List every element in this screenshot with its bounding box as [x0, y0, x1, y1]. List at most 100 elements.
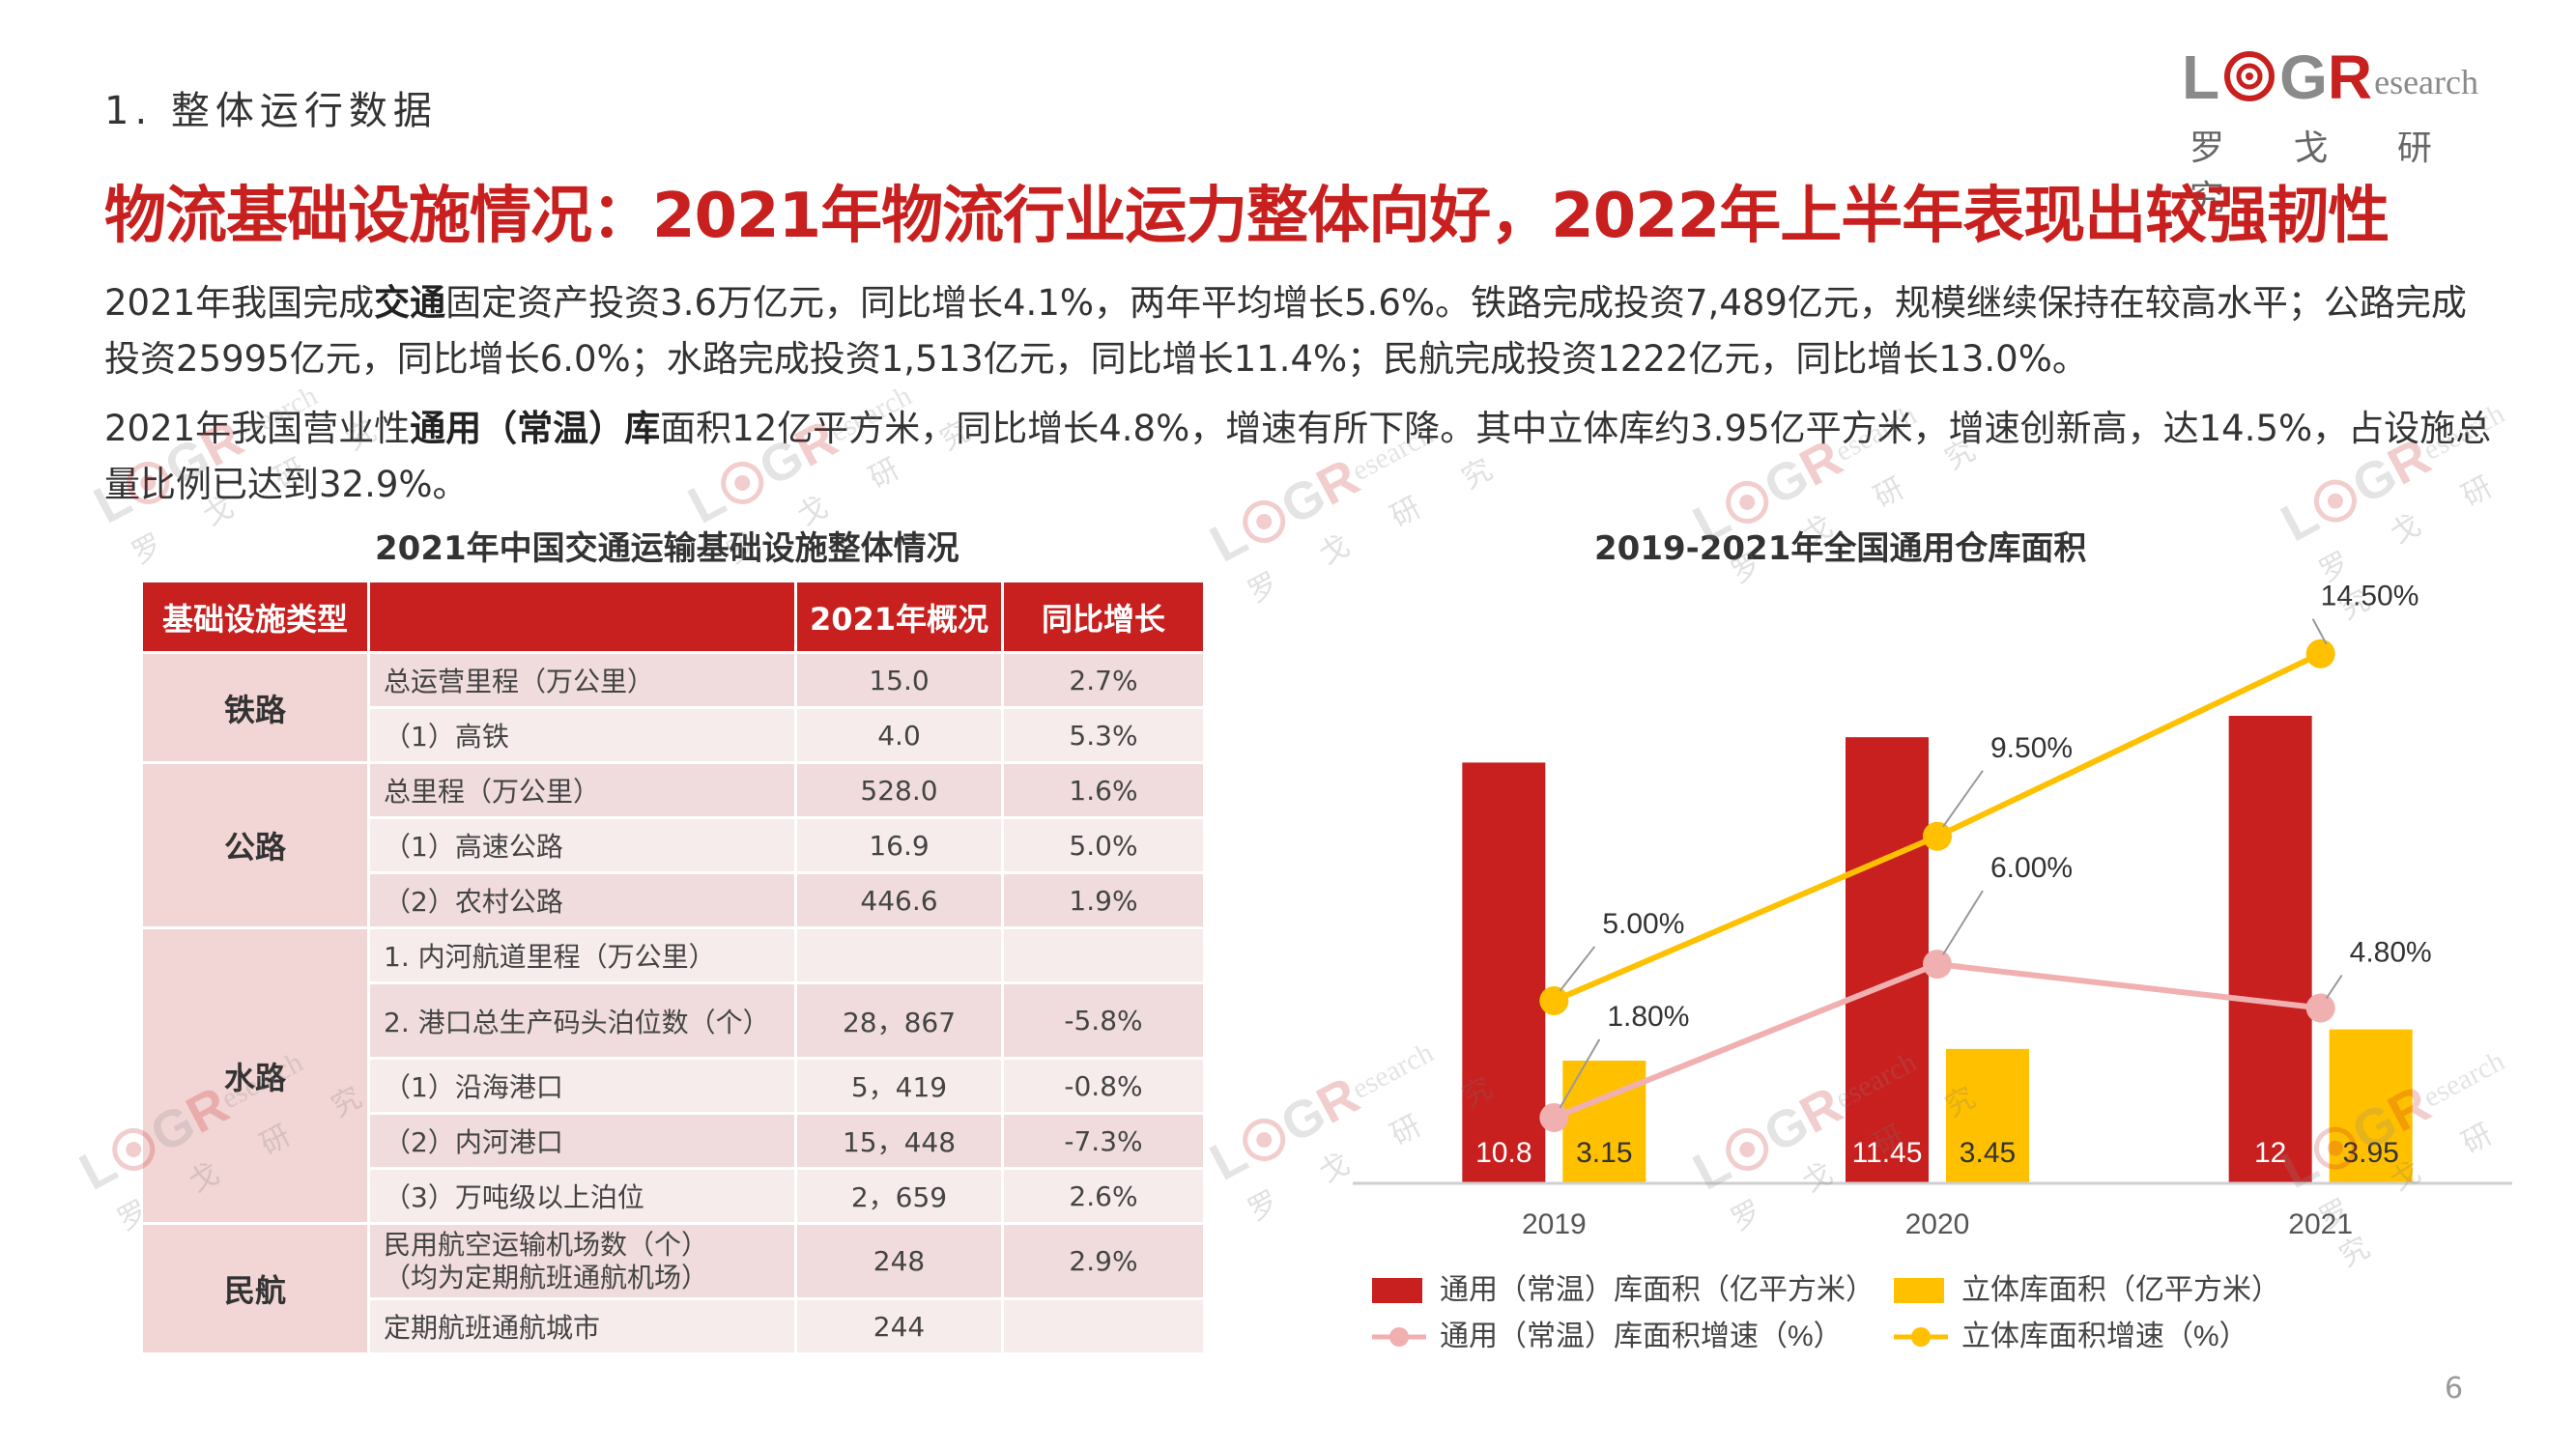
cell-value — [794, 926, 1004, 984]
table-header-row: 基础设施类型 2021年概况 同比增长 — [140, 580, 1206, 654]
category-waterway: 水路 — [140, 926, 370, 1225]
cell-item: （1）高铁 — [367, 706, 797, 764]
bar-automated-2019 — [1562, 1060, 1646, 1183]
target-icon — [2223, 50, 2275, 102]
legend-label: 立体库面积（亿平方米） — [1961, 1274, 2280, 1306]
cell-item: （3）万吨级以上泊位 — [367, 1167, 797, 1225]
cell-growth: 1.6% — [1001, 761, 1206, 819]
data-label-leader — [1942, 890, 1984, 955]
cell-value: 28，867 — [794, 981, 1004, 1060]
cell-value: 16.9 — [794, 816, 1004, 874]
table-row: 水路 1. 内河航道里程（万公里） — [140, 926, 1206, 1225]
category-railway: 铁路 — [140, 651, 370, 764]
table-row: （1）高速公路 16.9 5.0% — [142, 816, 1206, 874]
cell-growth: -0.8% — [1001, 1057, 1206, 1115]
cell-item: 定期航班通航城市 — [367, 1297, 797, 1355]
data-label-leader — [1942, 770, 1984, 828]
chart-title: 2019-2021年全国通用仓库面积 — [1594, 529, 2087, 568]
para1-text-2: 固定资产投资3.6万亿元，同比增长4.1%，两年平均增长5.6%。铁路完成投资7… — [104, 282, 2467, 380]
page-title: 物流基础设施情况：2021年物流行业运力整体向好，2022年上半年表现出较强韧性 — [104, 181, 2390, 252]
table-row: 定期航班通航城市 244 — [142, 1297, 1206, 1355]
cell-value: 15.0 — [794, 651, 1004, 709]
watermark-letter: L — [1200, 1125, 1257, 1192]
line-point — [1923, 950, 1952, 980]
cell-item: 总里程（万公里） — [367, 761, 797, 819]
cell-item: （2）农村公路 — [367, 871, 797, 929]
cell-growth: 2.6% — [1001, 1167, 1206, 1225]
cell-value: 15，448 — [794, 1112, 1004, 1170]
bar-general-2019 — [1462, 762, 1546, 1183]
bar-data-label: 11.45 — [1852, 1137, 1923, 1169]
header-yoy-growth: 同比增长 — [1001, 580, 1206, 654]
paragraph-transport-investment: 2021年我国完成交通固定资产投资3.6万亿元，同比增长4.1%，两年平均增长5… — [104, 275, 2501, 387]
bar-data-label: 10.8 — [1475, 1137, 1531, 1169]
para1-text-1: 2021年我国完成 — [104, 282, 375, 324]
cell-growth: 2.9% — [1001, 1222, 1206, 1300]
bar-general-2020 — [1846, 737, 1929, 1183]
cell-value: 5，419 — [794, 1057, 1004, 1115]
paragraph-warehouse-area: 2021年我国营业性通用（常温）库面积12亿平方米，同比增长4.8%，增速有所下… — [104, 401, 2501, 513]
line-point — [1539, 1102, 1569, 1132]
cell-item-line1: 民用航空运输机场数（个） — [384, 1228, 709, 1261]
logo-letter-g: G — [2279, 43, 2328, 112]
bar-automated-2020 — [1946, 1048, 2029, 1183]
table-row: 公路 总里程（万公里） 528.0 1.6% — [140, 761, 1206, 929]
cell-growth — [1001, 926, 1206, 984]
legend-label: 通用（常温）库面积增速（%） — [1440, 1321, 1843, 1352]
warehouse-area-chart: 10.8 11.45 12 3.15 3.45 3.95 2019 2020 2021 1.80%… — [1353, 581, 2512, 1352]
cell-value: 2，659 — [794, 1167, 1004, 1225]
header-2021-overview: 2021年概况 — [794, 580, 1004, 654]
cell-item: 1. 内河航道里程（万公里） — [367, 926, 797, 984]
cell-item-line2: （均为定期航班通航机场） — [384, 1261, 709, 1293]
table-row: （1）高铁 4.0 5.3% — [142, 706, 1206, 764]
line-point — [1923, 821, 1952, 851]
cell-value: 528.0 — [794, 761, 1004, 819]
page-number: 6 — [2445, 1372, 2464, 1406]
category-aviation: 民航 — [140, 1222, 370, 1355]
x-tick-label: 2020 — [1905, 1208, 1970, 1240]
cell-item: 2. 港口总生产码头泊位数（个） — [367, 981, 797, 1060]
cell-growth: 5.0% — [1001, 816, 1206, 874]
section-label: 1. 整体运行数据 — [104, 89, 438, 133]
legend-swatch-bar — [1894, 1278, 1944, 1303]
data-label-leader — [2311, 618, 2328, 645]
cell-item: 总运营里程（万公里） — [367, 651, 797, 709]
line-general-growth — [1553, 961, 2322, 1121]
data-label-leader — [2325, 974, 2343, 1000]
bar-automated-2021 — [2329, 1029, 2413, 1183]
table-title: 2021年中国交通运输基础设施整体情况 — [375, 529, 959, 568]
bar-data-label: 3.15 — [1576, 1137, 1632, 1169]
cell-growth: -7.3% — [1001, 1112, 1206, 1170]
line-data-label: 4.80% — [2350, 937, 2432, 969]
logo-letter-r: R — [2327, 43, 2373, 112]
table-row: （1）沿海港口 5，419 -0.8% — [142, 1057, 1206, 1115]
watermark-letter: G — [1272, 1084, 1335, 1154]
logo-chinese-name: 罗 戈 研 究 — [2190, 128, 2461, 218]
table-row: 2. 港口总生产码头泊位数（个） 28，867 -5.8% — [142, 981, 1206, 1060]
bar-data-label: 12 — [2254, 1137, 2286, 1169]
table-row: （3）万吨级以上泊位 2，659 2.6% — [142, 1167, 1206, 1225]
data-label-leader — [1559, 1038, 1601, 1109]
watermark-letter: L — [70, 1135, 127, 1202]
line-data-label: 1.80% — [1607, 1001, 1689, 1033]
x-tick-label: 2021 — [2288, 1208, 2353, 1240]
para2-bold-warehouse: 通用（常温）库 — [410, 408, 661, 449]
infrastructure-table: 基础设施类型 2021年概况 同比增长 铁路 总运营里程（万公里） 15.0 2… — [140, 580, 1206, 1355]
data-label-leader — [1559, 946, 1596, 992]
cell-growth: 1.9% — [1001, 871, 1206, 929]
header-infrastructure-type: 基础设施类型 — [140, 580, 370, 654]
x-tick-label: 2019 — [1522, 1208, 1587, 1240]
cell-value: 248 — [794, 1222, 1004, 1300]
category-highway: 公路 — [140, 761, 370, 929]
cell-growth: 5.3% — [1001, 706, 1206, 764]
legend-swatch-marker — [1389, 1327, 1409, 1347]
cell-value: 244 — [794, 1297, 1004, 1355]
line-point — [1539, 985, 1569, 1015]
para2-text-2: 面积12亿平方米，同比增长4.8%，增速有所下降。其中立体库约3.95亿平方米，… — [104, 408, 2492, 505]
bar-data-label: 3.45 — [1960, 1137, 2016, 1169]
cell-value: 4.0 — [794, 706, 1004, 764]
cell-growth: -5.8% — [1001, 981, 1206, 1060]
cell-value: 446.6 — [794, 871, 1004, 929]
cell-item: （2）内河港口 — [367, 1112, 797, 1170]
line-point — [2305, 639, 2335, 668]
